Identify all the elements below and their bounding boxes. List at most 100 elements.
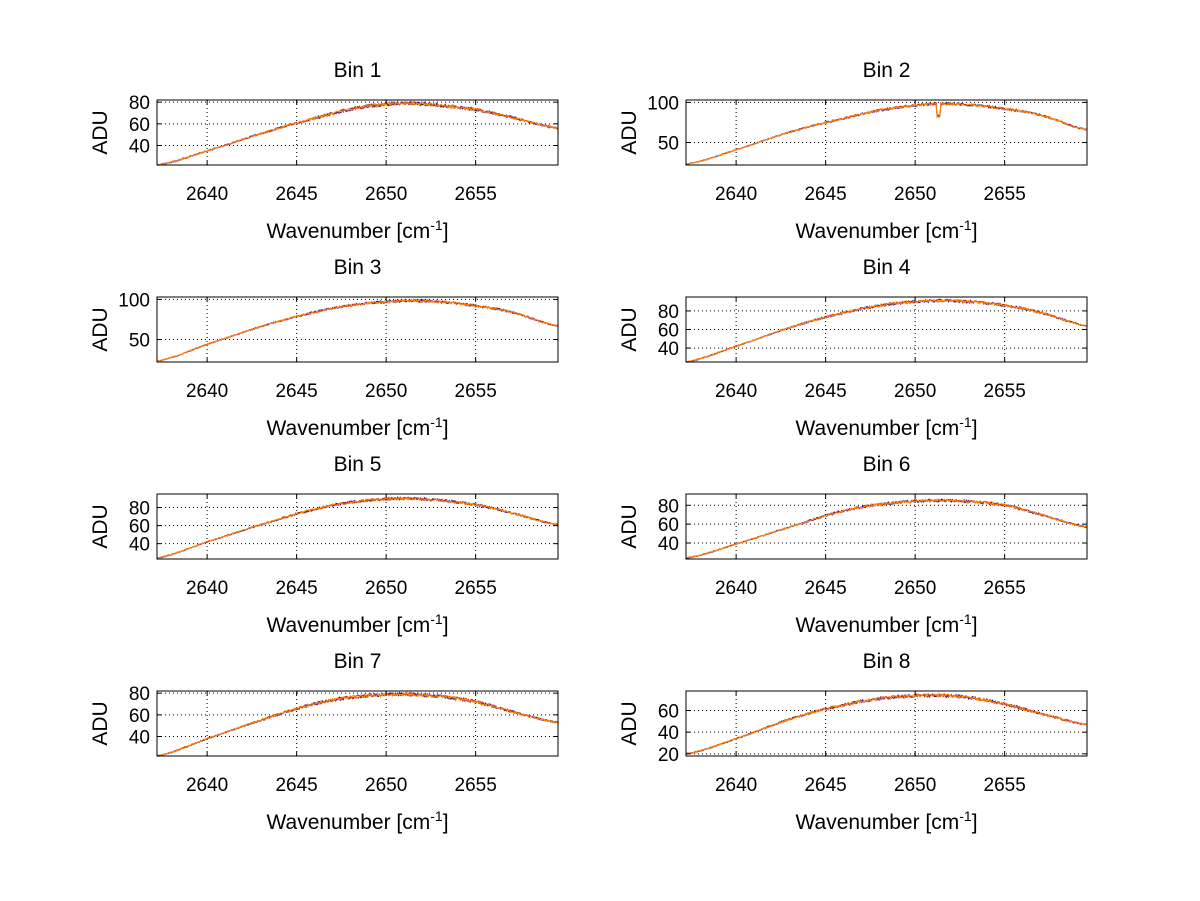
- x-tick-label: 2640: [186, 578, 228, 599]
- y-tick-label: 60: [129, 115, 150, 136]
- x-axis-label-superscript: -1: [430, 808, 443, 824]
- x-axis-label-main: Wavenumber [cm: [795, 220, 959, 243]
- x-axis-label-main: Wavenumber [cm: [266, 811, 430, 834]
- x-tick-label: 2645: [275, 381, 317, 402]
- y-tick-label: 100: [647, 93, 679, 114]
- x-axis-label-bracket: ]: [443, 811, 449, 834]
- x-axis-label-superscript: -1: [430, 414, 443, 430]
- subplot-bin-3: Bin 3 2640 2645 2650 2655 50 100 ADU Wavenumber …: [89, 256, 559, 440]
- y-tick-label: 50: [658, 134, 679, 155]
- x-axis-label-main: Wavenumber [cm: [795, 811, 959, 834]
- y-tick-label: 40: [658, 534, 679, 555]
- x-axis-label: Wavenumber [cm-1]: [795, 414, 977, 440]
- x-tick-label: 2640: [715, 775, 757, 796]
- y-tick-label: 60: [129, 517, 150, 538]
- y-tick-label: 50: [129, 331, 150, 352]
- x-axis-label-superscript: -1: [430, 611, 443, 627]
- x-tick-label: 2655: [455, 578, 497, 599]
- x-tick-label: 2640: [715, 578, 757, 599]
- y-axis-label: ADU: [618, 504, 641, 548]
- x-axis-label-main: Wavenumber [cm: [795, 614, 959, 637]
- x-tick-label: 2640: [715, 381, 757, 402]
- x-axis-label-bracket: ]: [443, 220, 449, 243]
- y-tick-label: 40: [658, 723, 679, 744]
- x-tick-label: 2650: [894, 775, 936, 796]
- series-line-orange: [156, 496, 559, 559]
- x-axis-label-bracket: ]: [972, 811, 978, 834]
- x-axis-label: Wavenumber [cm-1]: [266, 217, 448, 243]
- axes-frame: [156, 690, 559, 757]
- y-axis-label: ADU: [618, 110, 641, 154]
- x-tick-label: 2655: [984, 578, 1026, 599]
- axes-frame: [156, 493, 559, 560]
- y-axis-label: ADU: [89, 504, 112, 548]
- y-tick-label: 100: [118, 290, 150, 311]
- x-axis-label-superscript: -1: [959, 808, 972, 824]
- subplot-title: Bin 4: [863, 256, 911, 279]
- x-axis-label: Wavenumber [cm-1]: [795, 217, 977, 243]
- x-tick-label: 2650: [365, 775, 407, 796]
- y-tick-label: 40: [129, 137, 150, 158]
- series-line-orange: [156, 100, 559, 166]
- x-tick-label: 2645: [275, 578, 317, 599]
- x-tick-label: 2640: [186, 381, 228, 402]
- x-tick-label: 2650: [365, 381, 407, 402]
- y-tick-label: 20: [658, 745, 679, 766]
- y-tick-label: 60: [658, 515, 679, 536]
- x-tick-label: 2640: [715, 184, 757, 205]
- y-tick-label: 40: [129, 728, 150, 749]
- y-axis-label: ADU: [89, 110, 112, 154]
- subplot-title: Bin 3: [334, 256, 382, 279]
- x-tick-label: 2645: [275, 775, 317, 796]
- x-axis-label: Wavenumber [cm-1]: [795, 611, 977, 637]
- y-axis-label: ADU: [618, 701, 641, 745]
- subplot-title: Bin 5: [334, 453, 382, 476]
- y-tick-label: 60: [129, 706, 150, 727]
- y-tick-label: 60: [658, 702, 679, 723]
- x-axis-label: Wavenumber [cm-1]: [266, 414, 448, 440]
- y-tick-label: 80: [129, 499, 150, 520]
- subplot-title: Bin 1: [334, 59, 382, 82]
- y-tick-label: 40: [658, 339, 679, 360]
- y-tick-label: 80: [658, 496, 679, 517]
- x-axis-label-bracket: ]: [972, 614, 978, 637]
- x-tick-label: 2650: [894, 184, 936, 205]
- x-tick-label: 2650: [894, 381, 936, 402]
- axes-frame: [685, 690, 1088, 757]
- x-axis-label-main: Wavenumber [cm: [266, 417, 430, 440]
- series-line-orange: [685, 101, 1088, 165]
- series-line-orange: [156, 691, 559, 757]
- x-axis-label-bracket: ]: [972, 417, 978, 440]
- axes-frame: [685, 99, 1088, 166]
- subplot-title: Bin 2: [863, 59, 911, 82]
- x-axis-label-bracket: ]: [972, 220, 978, 243]
- x-axis-label-main: Wavenumber [cm: [266, 614, 430, 637]
- x-tick-label: 2655: [455, 184, 497, 205]
- x-tick-label: 2650: [365, 578, 407, 599]
- x-axis-label: Wavenumber [cm-1]: [795, 808, 977, 834]
- x-tick-label: 2650: [365, 184, 407, 205]
- y-tick-label: 40: [129, 535, 150, 556]
- x-axis-label-bracket: ]: [443, 614, 449, 637]
- x-axis-label-bracket: ]: [443, 417, 449, 440]
- x-tick-label: 2655: [984, 775, 1026, 796]
- x-tick-label: 2655: [984, 184, 1026, 205]
- y-tick-label: 80: [129, 684, 150, 705]
- x-axis-label: Wavenumber [cm-1]: [266, 808, 448, 834]
- x-axis-label-superscript: -1: [959, 414, 972, 430]
- series-line-orange: [685, 498, 1088, 559]
- x-tick-label: 2640: [186, 184, 228, 205]
- y-tick-label: 60: [658, 321, 679, 342]
- x-axis-label-main: Wavenumber [cm: [266, 220, 430, 243]
- subplot-title: Bin 7: [334, 650, 382, 673]
- subplot-title: Bin 6: [863, 453, 911, 476]
- x-tick-label: 2645: [804, 184, 846, 205]
- series-line-orange: [685, 693, 1088, 755]
